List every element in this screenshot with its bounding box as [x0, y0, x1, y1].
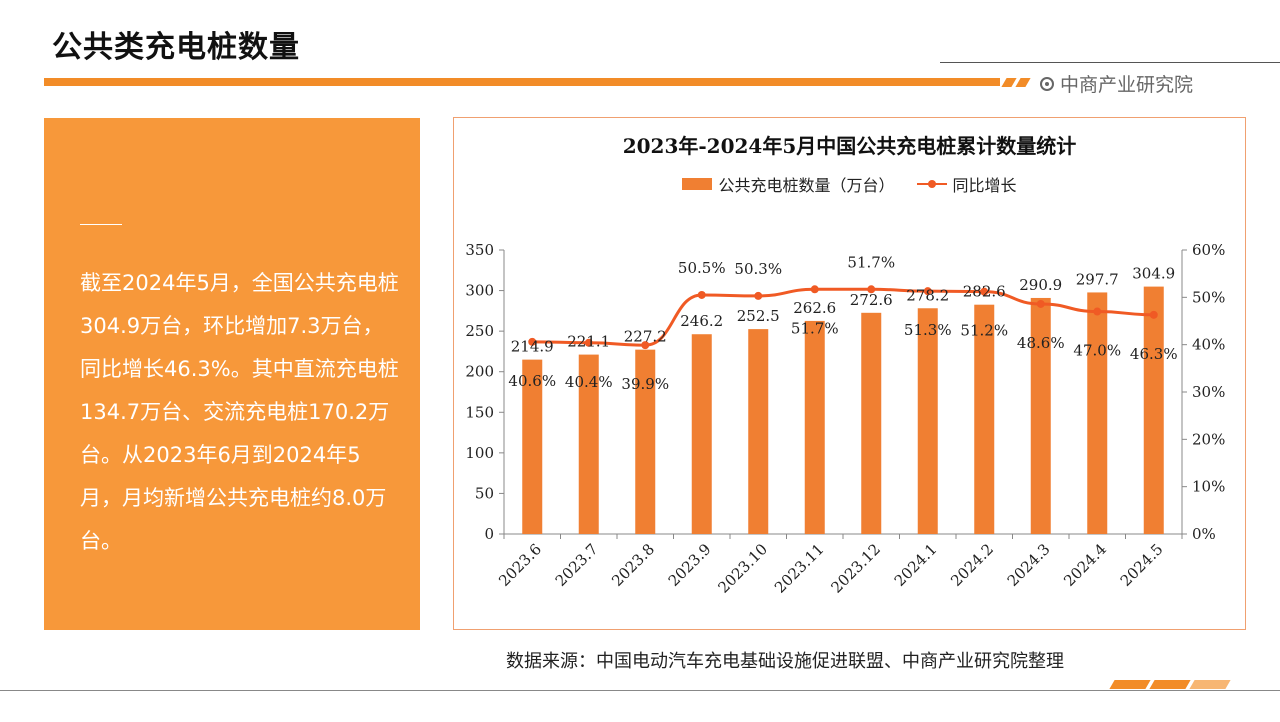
growth-point: [867, 285, 876, 294]
legend-bar-label: 公共充电桩数量（万台）: [718, 176, 895, 195]
bar-data-label: 297.7: [1076, 270, 1119, 288]
footer-stripes: [1109, 680, 1231, 689]
footer-line: [0, 690, 1280, 691]
y-left-tick-label: 0: [484, 525, 494, 543]
y-left-tick-label: 200: [465, 363, 494, 381]
growth-point: [641, 341, 650, 350]
growth-point: [584, 338, 593, 347]
bar: [917, 308, 938, 534]
bar: [522, 359, 543, 534]
brand-name: 中商产业研究院: [1060, 74, 1194, 96]
legend-line-label: 同比增长: [952, 176, 1017, 195]
y-left-tick-label: 100: [465, 444, 494, 462]
y-left-tick-label: 50: [475, 484, 494, 502]
y-right-tick-label: 20%: [1192, 430, 1225, 448]
line-data-label: 51.7%: [847, 253, 895, 271]
source-note: 数据来源：中国电动汽车充电基础设施促进联盟、中商产业研究院整理: [506, 651, 1064, 672]
bar: [861, 312, 882, 534]
bar: [578, 354, 599, 534]
bar-data-label: 282.6: [963, 283, 1006, 301]
y-right-tick-label: 0%: [1192, 525, 1216, 543]
summary-rule: [80, 224, 122, 225]
y-right-tick-label: 10%: [1192, 478, 1225, 496]
x-tick-label: 2023.12: [827, 540, 884, 597]
bar-data-label: 252.5: [737, 307, 780, 325]
bar-data-label: 304.9: [1132, 265, 1175, 283]
line-data-label: 48.6%: [1017, 334, 1065, 352]
legend-bar-swatch: [682, 178, 713, 190]
line-data-label: 39.9%: [621, 375, 669, 393]
line-data-label: 50.3%: [734, 260, 782, 278]
growth-point: [980, 287, 989, 296]
x-tick-label: 2023.7: [552, 540, 602, 590]
y-right-tick-label: 40%: [1192, 336, 1225, 354]
target-circle-icon: [1040, 76, 1054, 91]
x-tick-label: 2023.10: [714, 540, 771, 597]
x-tick-label: 2024.5: [1117, 540, 1167, 590]
summary-text: 截至2024年5月，全国公共充电桩304.9万台，环比增加7.3万台，同比增长4…: [80, 271, 399, 553]
x-tick-label: 2023.9: [665, 540, 715, 590]
x-tick-label: 2023.8: [608, 540, 658, 590]
x-tick-label: 2024.4: [1060, 540, 1110, 590]
x-tick-label: 2023.6: [495, 540, 545, 590]
line-data-label: 51.2%: [960, 322, 1008, 340]
growth-point: [1149, 310, 1158, 319]
bar-data-label: 290.9: [1019, 276, 1062, 294]
bar-data-label: 272.6: [850, 291, 893, 309]
bar-data-label: 246.2: [680, 312, 723, 330]
x-tick-label: 2024.2: [947, 540, 997, 590]
bar: [1143, 286, 1164, 534]
title-accent-bar: [44, 78, 1000, 86]
y-right-tick-label: 50%: [1192, 288, 1225, 306]
x-tick-label: 2024.3: [1004, 540, 1054, 590]
bar-data-label: 262.6: [793, 299, 836, 317]
legend-item-bar: 公共充电桩数量（万台）: [682, 172, 895, 196]
y-left-tick-label: 350: [465, 241, 494, 259]
x-tick-label: 2023.11: [771, 540, 828, 597]
bar: [804, 320, 825, 534]
bar-data-label: 278.2: [906, 286, 949, 304]
brand: 中商产业研究院: [1040, 70, 1193, 97]
bar: [1030, 297, 1051, 534]
bar-data-label: 221.1: [567, 333, 610, 351]
line-data-label: 40.6%: [508, 372, 556, 390]
growth-point: [923, 287, 932, 296]
growth-point: [1093, 307, 1102, 316]
bar-data-label: 227.2: [624, 328, 667, 346]
bar: [635, 349, 656, 534]
summary-panel: 截至2024年5月，全国公共充电桩304.9万台，环比增加7.3万台，同比增长4…: [44, 118, 420, 630]
growth-point: [754, 291, 763, 300]
line-data-label: 50.5%: [678, 259, 726, 277]
y-right-tick-label: 60%: [1192, 241, 1225, 259]
y-left-tick-label: 300: [465, 282, 494, 300]
y-left-tick-label: 150: [465, 403, 494, 421]
bar: [1087, 292, 1108, 534]
line-data-label: 47.0%: [1073, 342, 1121, 360]
chart-plot: 0 50 100 150 200 250 300 350 0% 10% 20% 30% 40% 50% 60…: [465, 241, 1225, 597]
page-title: 公共类充电桩数量: [52, 30, 300, 65]
x-tick-label: 2024.1: [891, 540, 941, 590]
bar-data-label: 214.9: [511, 338, 554, 356]
legend-line-swatch: [916, 178, 947, 190]
growth-point: [810, 285, 819, 294]
header-divider-line: [940, 62, 1280, 63]
line-data-label: 46.3%: [1130, 345, 1178, 363]
bar: [974, 304, 995, 534]
bar: [691, 334, 712, 534]
y-right-tick-label: 30%: [1192, 383, 1225, 401]
y-left-tick-label: 250: [465, 322, 494, 340]
chart-title: 2023年-2024年5月中国公共充电桩累计数量统计: [622, 134, 1077, 158]
chart-legend: 公共充电桩数量（万台） 同比增长: [454, 172, 1245, 196]
bar: [748, 329, 769, 534]
line-data-label: 51.3%: [904, 321, 952, 339]
growth-point: [528, 337, 537, 346]
header-stripes: [1001, 78, 1031, 87]
line-data-label: 40.4%: [565, 373, 613, 391]
growth-point: [1036, 299, 1045, 308]
chart-frame: 2023年-2024年5月中国公共充电桩累计数量统计 公共充电桩数量（万台） 同…: [453, 117, 1246, 630]
line-data-label: 51.7%: [791, 319, 839, 337]
legend-item-line: 同比增长: [916, 172, 1017, 196]
growth-point: [697, 290, 706, 299]
